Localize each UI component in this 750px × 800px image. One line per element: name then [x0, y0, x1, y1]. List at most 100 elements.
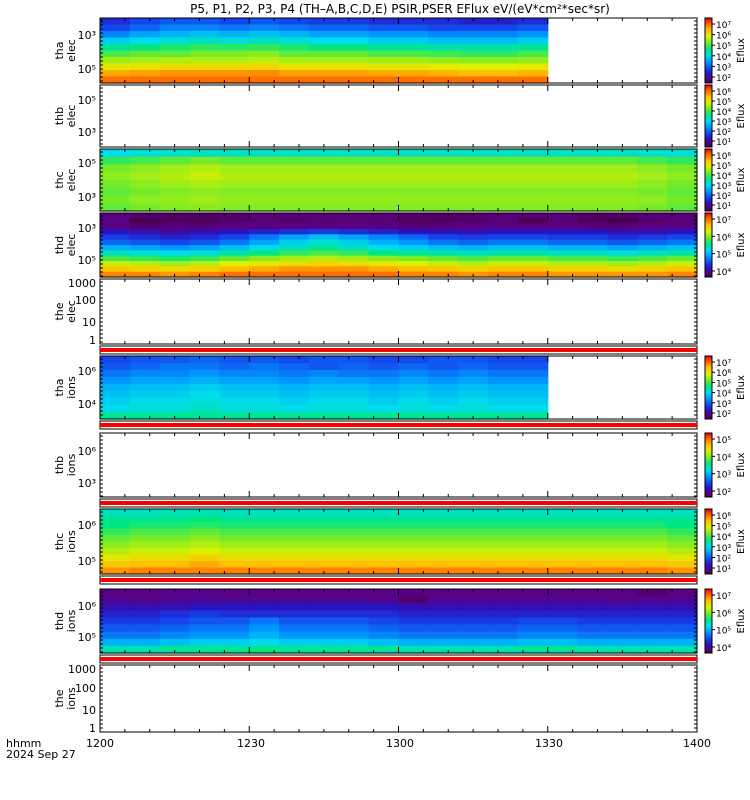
- heatmap-cell: [368, 57, 400, 65]
- heatmap-cell: [458, 398, 489, 406]
- heatmap-cell: [637, 149, 668, 158]
- heatmap-cell: [667, 509, 698, 517]
- heatmap-cell: [607, 164, 638, 173]
- heatmap-cell: [129, 255, 161, 262]
- heatmap-cell: [159, 391, 191, 399]
- heatmap-cell: [398, 261, 429, 267]
- heatmap-cell: [517, 255, 549, 262]
- heatmap-cell: [667, 528, 698, 536]
- heatmap-cell: [279, 245, 310, 251]
- heatmap-cell: [368, 18, 400, 26]
- heatmap-cell: [517, 377, 549, 385]
- heatmap-cell: [279, 213, 310, 219]
- heatmap-cell: [279, 50, 310, 58]
- heatmap-cell: [338, 356, 370, 364]
- heatmap-cell: [547, 250, 579, 257]
- heatmap-cell: [428, 603, 459, 611]
- heatmap-cell: [279, 603, 310, 611]
- heatmap-cell: [667, 617, 698, 626]
- heatmap-cell: [398, 631, 429, 640]
- heatmap-cell: [249, 245, 280, 251]
- heatmap-cell: [338, 405, 370, 413]
- heatmap-cell: [129, 363, 161, 371]
- heatmap-cell: [159, 44, 191, 52]
- heatmap-cell: [458, 239, 489, 246]
- heatmap-cell: [368, 412, 400, 420]
- heatmap-cell: [428, 645, 459, 654]
- colorbar-label: Eflux: [736, 529, 747, 554]
- heatmap-cell: [338, 156, 370, 166]
- heatmap-cell: [308, 528, 340, 536]
- heatmap-cell: [100, 541, 131, 549]
- heatmap-cell: [159, 363, 191, 371]
- colorbar-tick-label: 10⁶: [716, 88, 731, 98]
- heatmap-cell: [637, 203, 668, 212]
- heatmap-cell: [338, 195, 370, 204]
- heatmap-cell: [338, 561, 370, 569]
- heatmap-cell: [159, 234, 191, 241]
- heatmap-cell: [428, 271, 459, 278]
- heatmap-cell: [398, 384, 429, 392]
- heatmap-cell: [279, 24, 310, 32]
- heatmap-cell: [458, 164, 489, 173]
- heatmap-cell: [368, 63, 400, 71]
- heatmap-cell: [428, 617, 459, 626]
- heatmap-cell: [100, 57, 131, 65]
- heatmap-cell: [637, 554, 668, 562]
- heatmap-cell: [428, 70, 459, 78]
- heatmap-cell: [637, 645, 668, 654]
- heatmap-cell: [338, 624, 370, 633]
- heatmap-cell: [398, 229, 429, 235]
- heatmap-cell: [428, 596, 459, 604]
- heatmap-cell: [129, 412, 161, 420]
- heatmap-cell: [338, 239, 370, 246]
- heatmap-cell: [189, 213, 220, 219]
- heatmap-cell: [129, 57, 161, 65]
- heatmap-cell: [129, 522, 161, 530]
- y-tick-label: 10³: [78, 222, 96, 235]
- heatmap-cell: [100, 535, 131, 543]
- heatmap-cell: [488, 245, 519, 251]
- heatmap-cell: [279, 156, 310, 166]
- y-tick-label: 10: [82, 704, 96, 717]
- heatmap-cell: [338, 271, 370, 278]
- y-tick-label: 100: [75, 294, 96, 307]
- heatmap-cell: [458, 377, 489, 385]
- heatmap-cell: [547, 149, 579, 158]
- heatmap-cell: [219, 266, 250, 273]
- heatmap-cell: [159, 554, 191, 562]
- heatmap-cell: [398, 156, 429, 166]
- heatmap-cell: [159, 624, 191, 633]
- heatmap-cell: [338, 261, 370, 267]
- heatmap-cell: [308, 535, 340, 543]
- heatmap-cell: [428, 412, 459, 420]
- heatmap-cell: [219, 391, 250, 399]
- heatmap-cell: [159, 603, 191, 611]
- heatmap-cell: [159, 172, 191, 181]
- heatmap-cell: [607, 528, 638, 536]
- heatmap-cell: [607, 234, 638, 241]
- heatmap-cell: [517, 18, 549, 26]
- heatmap-cell: [308, 391, 340, 399]
- heatmap-cell: [279, 522, 310, 530]
- heatmap-cell: [607, 603, 638, 611]
- heatmap-cell: [398, 377, 429, 385]
- heatmap-cell: [607, 561, 638, 569]
- heatmap-cell: [100, 76, 131, 84]
- heatmap-cell: [577, 172, 609, 181]
- colorbar-tick-label: 10⁶: [716, 233, 731, 243]
- heatmap-cell: [308, 617, 340, 626]
- heatmap-cell: [189, 624, 220, 633]
- heatmap-cell: [219, 187, 250, 197]
- heatmap-cell: [249, 31, 280, 39]
- heatmap-cell: [189, 266, 220, 273]
- heatmap-cell: [577, 610, 609, 619]
- heatmap-cell: [189, 509, 220, 517]
- heatmap-cell: [547, 172, 579, 181]
- heatmap-cell: [308, 250, 340, 257]
- heatmap-cell: [129, 405, 161, 413]
- heatmap-cell: [398, 18, 429, 26]
- heatmap-cell: [667, 596, 698, 604]
- heatmap-cell: [547, 535, 579, 543]
